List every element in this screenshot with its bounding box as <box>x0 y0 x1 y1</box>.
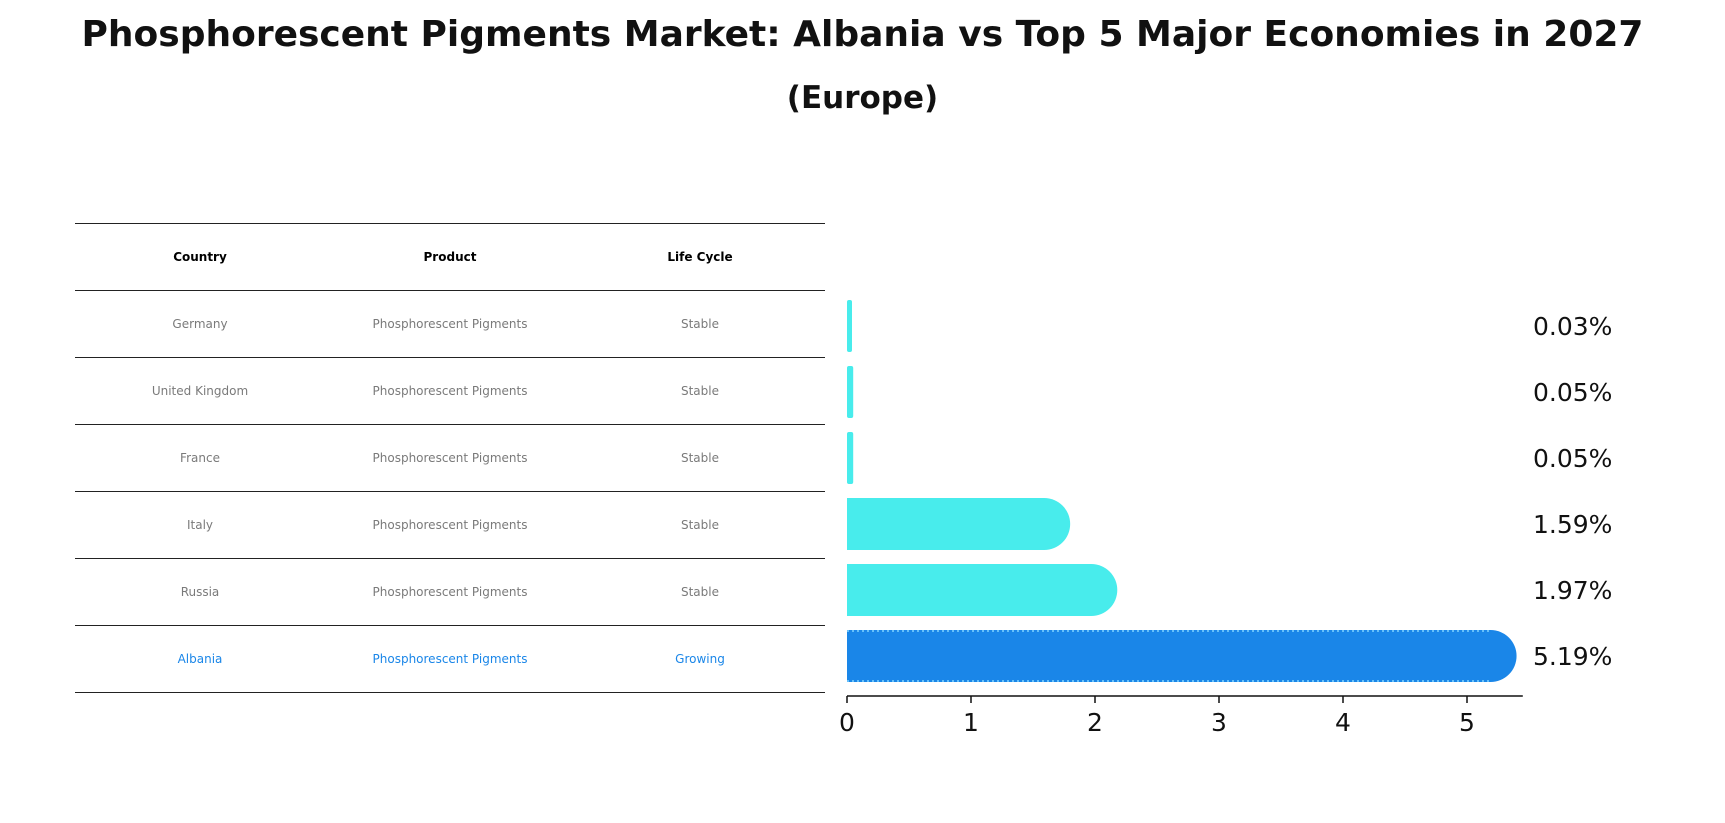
cell-life-cycle: Stable <box>575 558 825 626</box>
cell-country: Italy <box>75 491 325 559</box>
cell-product: Phosphorescent Pigments <box>325 290 575 358</box>
table-row: Germany Phosphorescent Pigments Stable <box>75 290 825 358</box>
cell-life-cycle: Stable <box>575 357 825 425</box>
cell-country: United Kingdom <box>75 357 325 425</box>
cell-country: Russia <box>75 558 325 626</box>
x-tick-label: 5 <box>1459 708 1475 737</box>
chart-subtitle: (Europe) <box>786 80 939 116</box>
table-header-row: Country Product Life Cycle <box>75 223 825 291</box>
header-life-cycle: Life Cycle <box>575 223 825 291</box>
value-label: 0.05% <box>1533 444 1612 473</box>
cell-life-cycle: Stable <box>575 491 825 559</box>
bar-france <box>847 432 854 484</box>
table-row: Russia Phosphorescent Pigments Stable <box>75 558 825 626</box>
x-tick-label: 4 <box>1335 708 1351 737</box>
bar-italy <box>847 498 1071 550</box>
bar-united-kingdom <box>847 366 854 418</box>
x-tick-label: 2 <box>1087 708 1103 737</box>
table-row-highlight: Albania Phosphorescent Pigments Growing <box>75 625 825 693</box>
cell-country: Albania <box>75 625 325 693</box>
data-table: Country Product Life Cycle Germany Phosp… <box>75 223 825 693</box>
header-product: Product <box>325 223 575 291</box>
bar-germany <box>847 300 852 352</box>
cell-product: Phosphorescent Pigments <box>325 357 575 425</box>
value-label: 5.19% <box>1533 642 1612 671</box>
header-country: Country <box>75 223 325 291</box>
cell-country: Germany <box>75 290 325 358</box>
x-tick-label: 0 <box>839 708 855 737</box>
cell-life-cycle: Stable <box>575 424 825 492</box>
cell-life-cycle: Growing <box>575 625 825 693</box>
cell-country: France <box>75 424 325 492</box>
x-tick-label: 3 <box>1211 708 1227 737</box>
table-row: United Kingdom Phosphorescent Pigments S… <box>75 357 825 425</box>
x-tick-label: 1 <box>963 708 979 737</box>
value-label: 1.97% <box>1533 576 1612 605</box>
cell-product: Phosphorescent Pigments <box>325 625 575 693</box>
value-label: 1.59% <box>1533 510 1612 539</box>
chart-title: Phosphorescent Pigments Market: Albania … <box>81 14 1644 55</box>
table-row: France Phosphorescent Pigments Stable <box>75 424 825 492</box>
cell-product: Phosphorescent Pigments <box>325 491 575 559</box>
value-label: 0.05% <box>1533 378 1612 407</box>
cell-life-cycle: Stable <box>575 290 825 358</box>
bar-russia <box>847 564 1118 616</box>
bar-albania <box>847 630 1517 682</box>
value-label: 0.03% <box>1533 312 1612 341</box>
table-row: Italy Phosphorescent Pigments Stable <box>75 491 825 559</box>
